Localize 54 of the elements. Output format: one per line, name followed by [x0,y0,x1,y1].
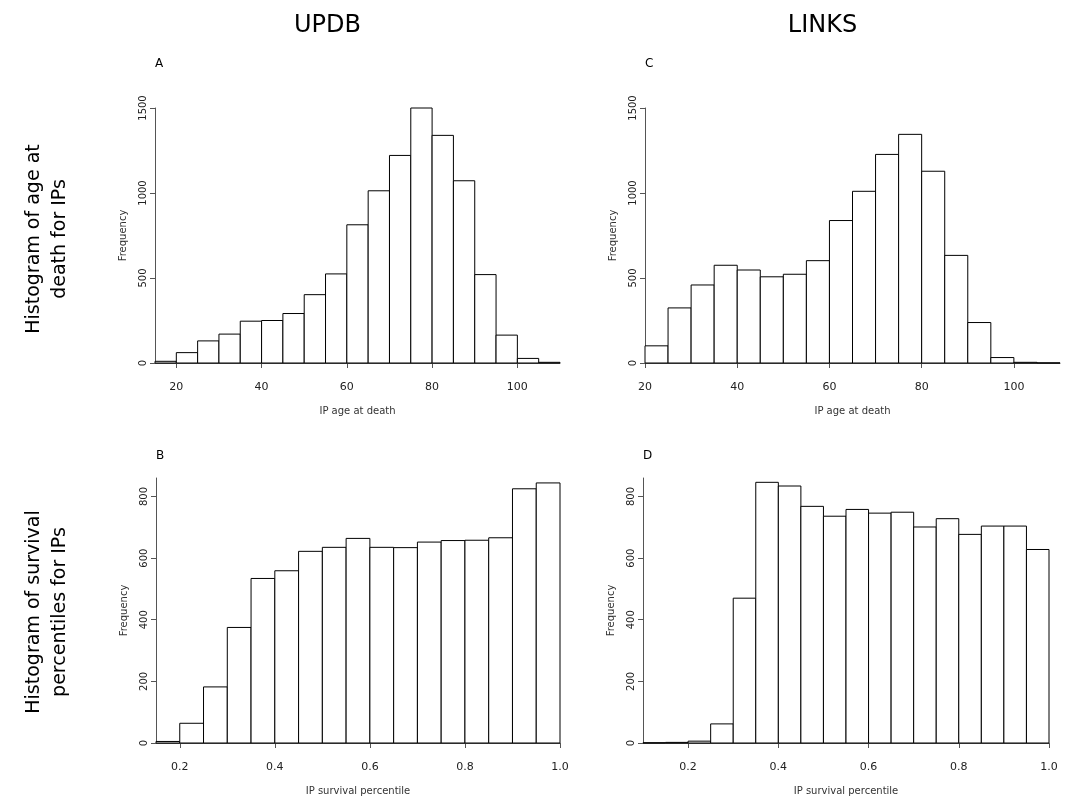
text: C [645,56,654,70]
x-axis-title: IP survival percentile [793,784,899,796]
text: Histogram of age at death for IPs [20,143,70,336]
x-tick-label: 20 [638,380,652,393]
chart-title: UPDB [294,10,361,38]
y-tick-label: 0 [137,739,149,747]
y-tick-label: 200 [137,671,149,691]
y-tick-label: 1000 [626,180,638,206]
x-tick-label: 80 [425,380,440,393]
x-tick-label: 1.0 [551,760,569,773]
y-tick-label: 200 [624,671,636,691]
y-tick-label: 0 [626,359,638,367]
y-axis-title: Frequency [606,209,618,262]
x-tick-label: 40 [730,380,745,393]
text: Histogram of survival percentiles for IPs [20,509,70,716]
x-tick-label: 60 [339,380,354,393]
x-tick-label: 0.4 [266,760,284,773]
x-tick-label: 0.2 [171,760,189,773]
x-tick-label: 100 [506,380,528,393]
text: B [156,448,165,462]
y-tick-label: 400 [624,610,636,630]
x-tick-label: 80 [914,380,929,393]
y-tick-label: 800 [137,486,149,507]
x-tick-label: 0.2 [679,760,697,773]
y-tick-label: 800 [624,486,636,507]
y-tick-label: 500 [626,268,638,288]
x-tick-label: 40 [254,380,269,393]
y-tick-label: 1500 [136,95,148,121]
y-tick-label: 1000 [136,180,148,206]
y-tick-label: 0 [136,359,148,367]
x-tick-label: 0.6 [859,760,878,773]
y-axis-title: Frequency [116,209,128,262]
y-axis-title: Frequency [604,584,616,637]
x-tick-label: 0.6 [361,760,379,773]
x-tick-label: 0.8 [950,760,968,773]
x-tick-label: 0.8 [456,760,474,773]
x-tick-label: 20 [169,380,184,393]
y-tick-label: 400 [137,610,149,630]
y-tick-label: 600 [624,548,636,568]
x-axis-title: IP age at death [814,404,891,416]
x-tick-label: 100 [1003,380,1025,393]
y-tick-label: 600 [137,548,149,568]
y-axis-title: Frequency [117,584,129,637]
text: A [155,56,164,70]
y-tick-label: 500 [136,268,148,288]
x-axis-title: IP age at death [319,404,396,416]
x-tick-label: 60 [822,380,837,393]
x-tick-label: 1.0 [1040,760,1058,773]
x-tick-label: 0.4 [769,760,788,773]
text: D [643,448,653,462]
x-axis-title: IP survival percentile [305,784,411,796]
y-tick-label: 1500 [626,95,638,121]
chart-title: LINKS [787,10,858,38]
y-tick-label: 0 [624,739,636,747]
